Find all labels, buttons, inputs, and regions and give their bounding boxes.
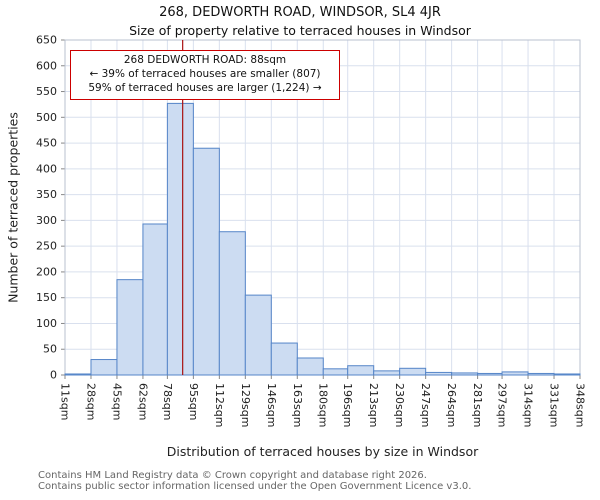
histogram-bar: [425, 371, 453, 376]
histogram-bar: [64, 373, 92, 376]
histogram-bar: [347, 365, 375, 376]
x-tick-label: 314sqm: [522, 383, 535, 427]
annotation-property-size: 268 DEDWORTH ROAD: 88sqm: [123, 54, 287, 66]
histogram-bar: [399, 367, 427, 376]
x-tick-label: 247sqm: [419, 383, 432, 427]
x-tick-label: 62sqm: [136, 383, 149, 420]
x-tick-label: 331sqm: [548, 383, 561, 427]
x-tick-label: 78sqm: [161, 383, 174, 420]
annotation-smaller-stat: ← 39% of terraced houses are smaller (80…: [89, 67, 321, 80]
y-tick-label: 50: [43, 343, 57, 356]
y-tick-label: 550: [36, 85, 57, 98]
histogram-bar: [270, 342, 298, 376]
histogram-bar: [373, 370, 401, 376]
histogram-bar: [166, 102, 194, 376]
y-tick-label: 0: [50, 369, 57, 382]
histogram-bar: [527, 372, 555, 376]
y-tick-label: 100: [36, 317, 57, 330]
y-tick-label: 300: [36, 214, 57, 227]
histogram-bar: [501, 371, 529, 376]
y-tick-label: 650: [36, 34, 57, 47]
annotation-larger-stat: 59% of terraced houses are larger (1,224…: [88, 81, 322, 94]
x-tick-label: 11sqm: [58, 383, 71, 420]
footer-attribution-line-1: Contains HM Land Registry data © Crown c…: [38, 470, 427, 481]
histogram-bar: [553, 373, 581, 376]
y-tick-label: 450: [36, 137, 57, 150]
y-tick-label: 150: [36, 291, 57, 304]
x-tick-label: 213sqm: [367, 383, 380, 427]
y-tick-label: 600: [36, 59, 57, 72]
y-tick-label: 200: [36, 265, 57, 278]
y-tick-label: 400: [36, 162, 57, 175]
x-tick-label: 196sqm: [341, 383, 354, 427]
x-tick-label: 297sqm: [496, 383, 509, 427]
x-tick-label: 163sqm: [291, 383, 304, 427]
y-tick-label: 350: [36, 188, 57, 201]
x-tick-label: 180sqm: [317, 383, 330, 427]
x-tick-label: 230sqm: [393, 383, 406, 427]
histogram-bar: [451, 372, 479, 376]
footer-attribution-line-2: Contains public sector information licen…: [38, 481, 472, 492]
x-tick-label: 264sqm: [445, 383, 458, 427]
x-tick-label: 95sqm: [187, 383, 200, 420]
histogram-bar: [296, 357, 324, 376]
chart-subtitle: Size of property relative to terraced ho…: [129, 23, 471, 38]
x-tick-label: 146sqm: [265, 383, 278, 427]
histogram-bar: [477, 372, 503, 376]
histogram-bar: [218, 231, 246, 376]
histogram-bar: [116, 279, 144, 376]
x-tick-label: 45sqm: [110, 383, 123, 420]
x-tick-label: 281sqm: [471, 383, 484, 427]
x-tick-label: 28sqm: [84, 383, 97, 420]
y-tick-label: 500: [36, 111, 57, 124]
histogram-bar: [244, 294, 272, 376]
x-tick-label: 129sqm: [239, 383, 252, 427]
property-annotation-box: 268 DEDWORTH ROAD: 88sqm ← 39% of terrac…: [70, 50, 340, 100]
x-tick-label: 112sqm: [213, 383, 226, 427]
x-tick-label: 348sqm: [573, 383, 586, 427]
histogram-bar: [192, 147, 220, 376]
histogram-bar: [322, 368, 349, 376]
y-tick-label: 250: [36, 240, 57, 253]
histogram-bar: [142, 223, 168, 376]
x-axis-label: Distribution of terraced houses by size …: [166, 444, 479, 459]
chart-title: 268, DEDWORTH ROAD, WINDSOR, SL4 4JR: [159, 5, 441, 20]
histogram-bar: [90, 359, 118, 376]
